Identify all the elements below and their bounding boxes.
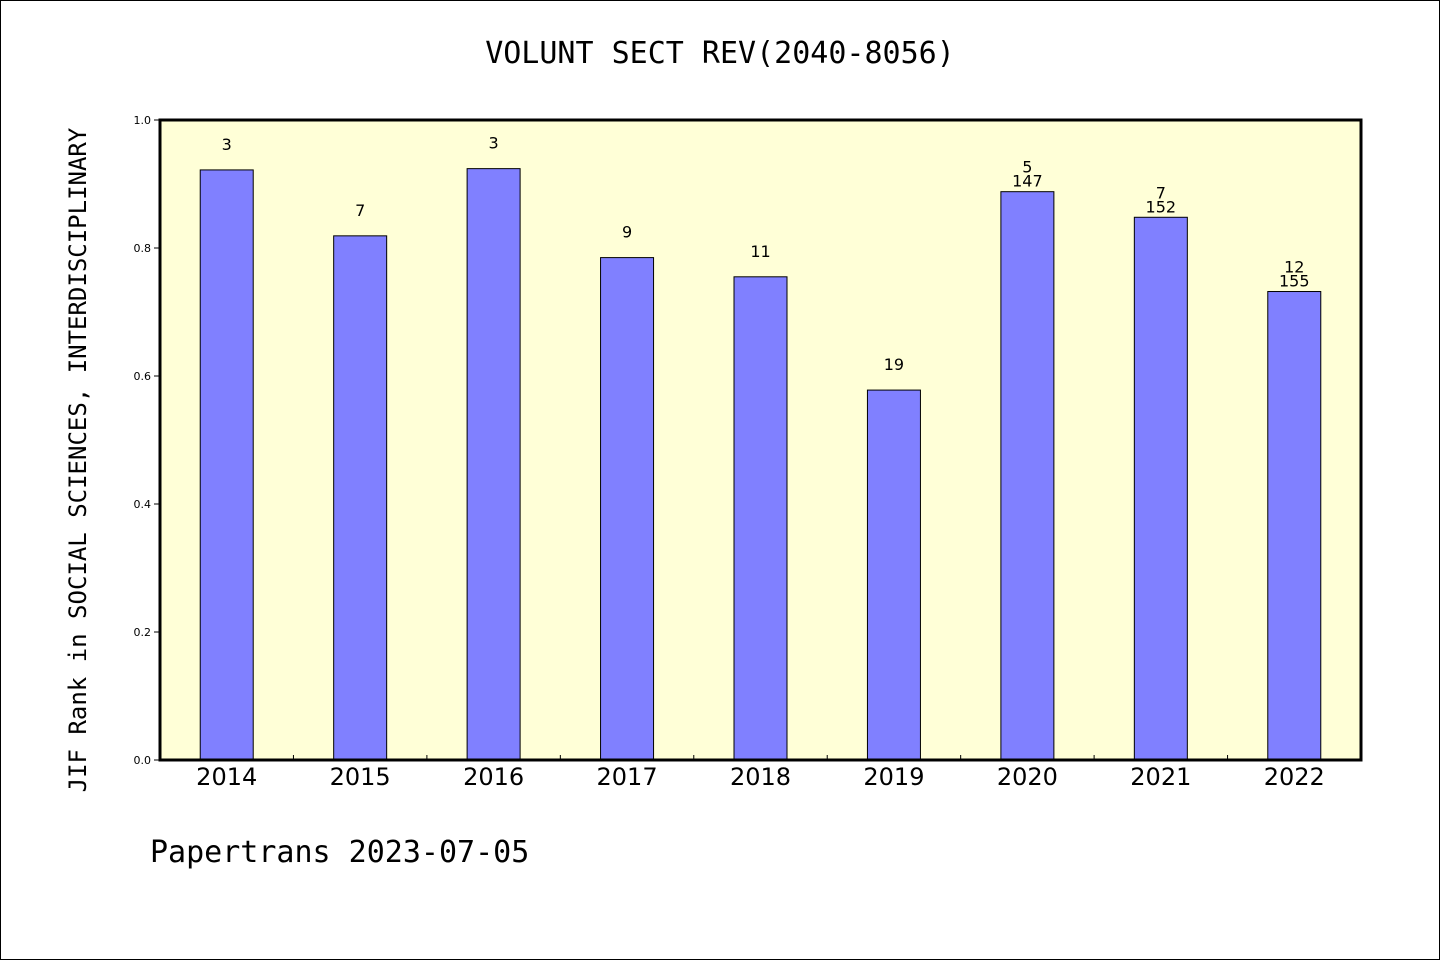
chart-title: VOLUNT SECT REV(2040-8056) [485,36,955,71]
x-tick-label: 2016 [463,763,524,791]
bar [1267,291,1322,761]
bar [333,235,388,761]
y-tick-label: 0.0 [134,754,152,767]
bar [1133,216,1188,761]
x-tick-label: 2020 [997,763,1058,791]
bar-rank-label: 3 [222,135,232,154]
bar-rank-label: 9 [622,223,632,242]
bar [866,389,921,761]
x-tick-label: 2017 [597,763,658,791]
footer-credit: Papertrans 2023-07-05 [150,835,530,870]
bar [733,276,788,761]
x-tick-label: 2022 [1264,763,1325,791]
plot-border [158,118,1363,762]
y-tick-label: 0.2 [134,626,152,639]
y-tick-label: 0.4 [134,498,152,511]
bar [600,257,655,761]
bar-rank-label: 12 [1284,258,1304,277]
bar-total-label: 152 [1146,197,1177,216]
bar [466,168,521,761]
x-tick-label: 2014 [196,763,257,791]
x-tick-label: 2021 [1130,763,1191,791]
bar-total-label: 155 [1279,272,1310,291]
bar-rank-label: 11 [750,242,770,261]
y-tick-label: 1.0 [134,114,152,127]
y-tick-label: 0.6 [134,370,152,383]
bar-rank-label: 19 [884,355,904,374]
bar-rank-label: 7 [1156,183,1166,202]
y-tick-label: 0.8 [134,242,152,255]
bar-rank-label: 7 [355,201,365,220]
x-tick-label: 2018 [730,763,791,791]
bar-rank-label: 3 [489,134,499,153]
x-tick-label: 2015 [330,763,391,791]
bar-total-label: 147 [1012,172,1043,191]
bar [199,169,254,761]
bar-rank-label: 5 [1022,158,1032,177]
x-tick-label: 2019 [863,763,924,791]
bar [1000,191,1055,761]
